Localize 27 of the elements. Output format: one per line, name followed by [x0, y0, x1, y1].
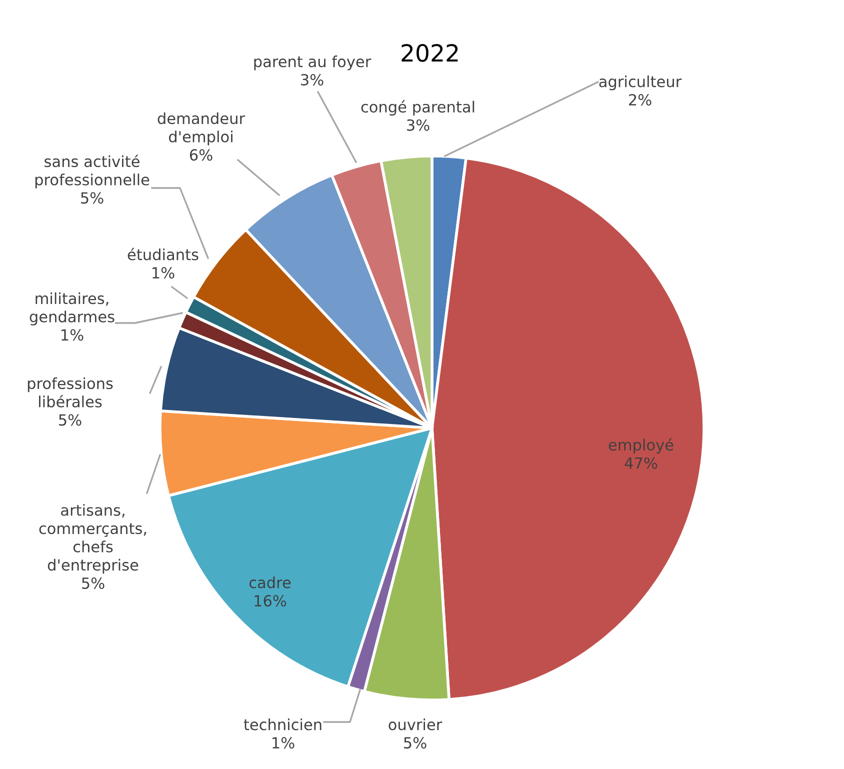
- slice-label: professions libérales: [28, 377, 113, 408]
- data-label: 5%: [82, 577, 104, 589]
- data-label: 47%: [624, 457, 658, 469]
- slice-label: artisans, commerçants, chefs d'entreprise: [39, 504, 146, 574]
- data-label: 3%: [407, 119, 430, 131]
- slice-label: étudiants: [128, 248, 198, 260]
- slice-label: parent au foyer: [254, 55, 372, 70]
- data-label: 1%: [62, 329, 84, 341]
- data-label: 1%: [272, 737, 294, 749]
- slice-label: employé: [608, 438, 674, 454]
- slice-label: demandeur d'emploi: [158, 112, 246, 146]
- data-label: 16%: [254, 595, 286, 607]
- slice-label: cadre: [249, 576, 291, 588]
- slice-label: sans activité professionnelle: [35, 154, 150, 188]
- chart-title: 2022: [402, 44, 458, 62]
- data-label: 5%: [59, 414, 82, 426]
- data-label: 5%: [81, 192, 104, 204]
- slice-label: militaires, gendarmes: [30, 292, 114, 326]
- data-label: 3%: [301, 74, 324, 86]
- slice-label: ouvrier: [388, 718, 442, 730]
- data-label: 5%: [404, 737, 426, 749]
- slice-label: congé parental: [361, 100, 474, 116]
- data-label: 1%: [152, 267, 174, 279]
- data-label: 6%: [190, 149, 212, 161]
- slice-label: technicien: [244, 718, 322, 730]
- data-label: 2%: [629, 94, 652, 106]
- slice-label: agriculteur: [599, 75, 682, 90]
